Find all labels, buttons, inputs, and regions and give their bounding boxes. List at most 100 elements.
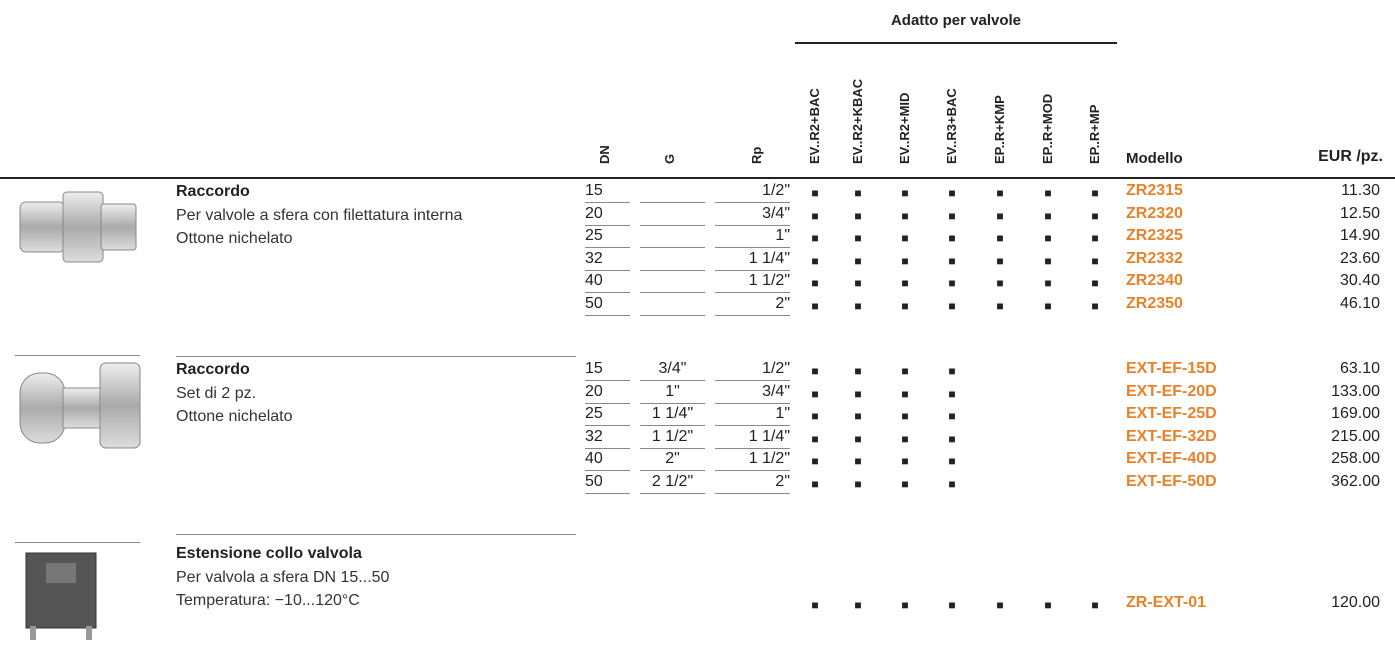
price: 23.60 (1339, 249, 1380, 267)
compatibility-mark: ■ (811, 409, 819, 424)
compatibility-mark: ■ (1091, 231, 1099, 246)
compatibility-mark: ■ (996, 186, 1004, 200)
compatibility-mark: ■ (1091, 208, 1099, 223)
cell: 20 (585, 204, 603, 222)
cell: 15 (585, 360, 603, 377)
model-code: ZR2350 (1126, 295, 1183, 312)
compatibility-mark: ■ (948, 253, 956, 268)
group-rule (795, 42, 1117, 44)
compatibility-mark: ■ (1091, 253, 1099, 268)
compatibility-mark: ■ (811, 477, 819, 491)
cell-rule (640, 380, 705, 381)
column-header: EV..R2+MID (897, 92, 912, 164)
compatibility-mark: ■ (948, 409, 956, 424)
compatibility-mark: ■ (1044, 299, 1052, 313)
model-code: EXT-EF-40D (1126, 450, 1217, 468)
compatibility-mark: ■ (1091, 299, 1099, 313)
compatibility-mark: ■ (811, 454, 819, 469)
compatibility-mark: ■ (901, 231, 909, 246)
column-header: EV..R2+KBAC (850, 78, 865, 164)
compatibility-mark: ■ (1044, 208, 1052, 223)
price: 46.10 (1339, 295, 1380, 312)
product-description: Ottone nichelato (176, 408, 293, 425)
cell: 32 (585, 249, 603, 267)
compatibility-mark: ■ (1044, 231, 1052, 246)
compatibility-mark: ■ (811, 598, 819, 612)
price: 14.90 (1339, 227, 1380, 245)
cell: 1 1/2" (748, 272, 790, 290)
compatibility-mark: ■ (854, 208, 862, 223)
compatibility-mark: ■ (854, 386, 862, 401)
compatibility-mark: ■ (854, 431, 862, 446)
compatibility-mark: ■ (1044, 598, 1052, 612)
model-code: EXT-EF-32D (1126, 427, 1217, 445)
cell-rule (715, 315, 790, 316)
compatibility-mark: ■ (1044, 186, 1052, 200)
separator (15, 542, 140, 543)
compatibility-mark: ■ (948, 208, 956, 223)
compatibility-mark: ■ (996, 598, 1004, 612)
header-rule (0, 177, 1395, 179)
compatibility-mark: ■ (811, 208, 819, 223)
group-label: Adatto per valvole (890, 12, 1022, 29)
model-code: ZR2320 (1126, 204, 1183, 222)
product-image (19, 362, 141, 449)
compatibility-mark: ■ (854, 276, 862, 291)
cell-rule (715, 470, 790, 472)
compatibility-mark: ■ (901, 409, 909, 424)
price: 362.00 (1331, 473, 1380, 490)
separator (176, 534, 576, 535)
compatibility-mark: ■ (901, 208, 909, 223)
cell-rule (640, 269, 705, 271)
product-image (19, 191, 137, 263)
compatibility-mark: ■ (1091, 186, 1099, 200)
model-code: ZR2340 (1126, 272, 1183, 290)
compatibility-mark: ■ (996, 299, 1004, 313)
compatibility-mark: ■ (811, 253, 819, 268)
compatibility-mark: ■ (901, 386, 909, 401)
compatibility-mark: ■ (948, 431, 956, 446)
product-description: Set di 2 pz. (176, 385, 257, 402)
compatibility-mark: ■ (811, 431, 819, 446)
cell-rule (715, 447, 790, 449)
cell: 1" (775, 227, 790, 245)
product-description: Per valvola a sfera DN 15...50 (176, 569, 390, 586)
cell-rule (585, 315, 630, 316)
compatibility-mark: ■ (901, 598, 909, 612)
cell: 2" (665, 450, 680, 468)
model-code: ZR2315 (1126, 182, 1183, 199)
compatibility-mark: ■ (854, 409, 862, 424)
compatibility-mark: ■ (901, 186, 909, 200)
product-title: Estensione collo valvola (176, 545, 362, 562)
cell-rule (585, 470, 630, 472)
compatibility-mark: ■ (811, 276, 819, 291)
model-code: EXT-EF-15D (1126, 360, 1217, 377)
compatibility-mark: ■ (854, 477, 862, 491)
cell: 50 (585, 295, 603, 312)
product-title: Raccordo (176, 183, 250, 200)
product-description: Temperatura: −10...120°C (176, 592, 360, 609)
model-code: ZR2332 (1126, 249, 1183, 267)
cell: 3/4" (762, 382, 790, 400)
price: 169.00 (1331, 405, 1380, 423)
cell: 1" (665, 382, 680, 400)
price: 63.10 (1339, 360, 1380, 377)
cell-rule (640, 202, 705, 203)
cell-rule (640, 315, 705, 316)
price: 120.00 (1331, 594, 1380, 611)
cell-rule (585, 402, 630, 404)
cell: 15 (585, 182, 603, 199)
compatibility-mark: ■ (854, 253, 862, 268)
price: 215.00 (1331, 427, 1380, 445)
cell-rule (585, 247, 630, 249)
cell-rule (640, 470, 705, 472)
model-code: EXT-EF-25D (1126, 405, 1217, 423)
column-header: Modello (1126, 150, 1183, 167)
compatibility-mark: ■ (948, 477, 956, 491)
cell: 50 (585, 473, 603, 490)
cell: 1 1/4" (748, 427, 790, 445)
cell-rule (640, 493, 705, 494)
compatibility-mark: ■ (811, 386, 819, 401)
compatibility-mark: ■ (996, 253, 1004, 268)
separator (176, 356, 576, 357)
